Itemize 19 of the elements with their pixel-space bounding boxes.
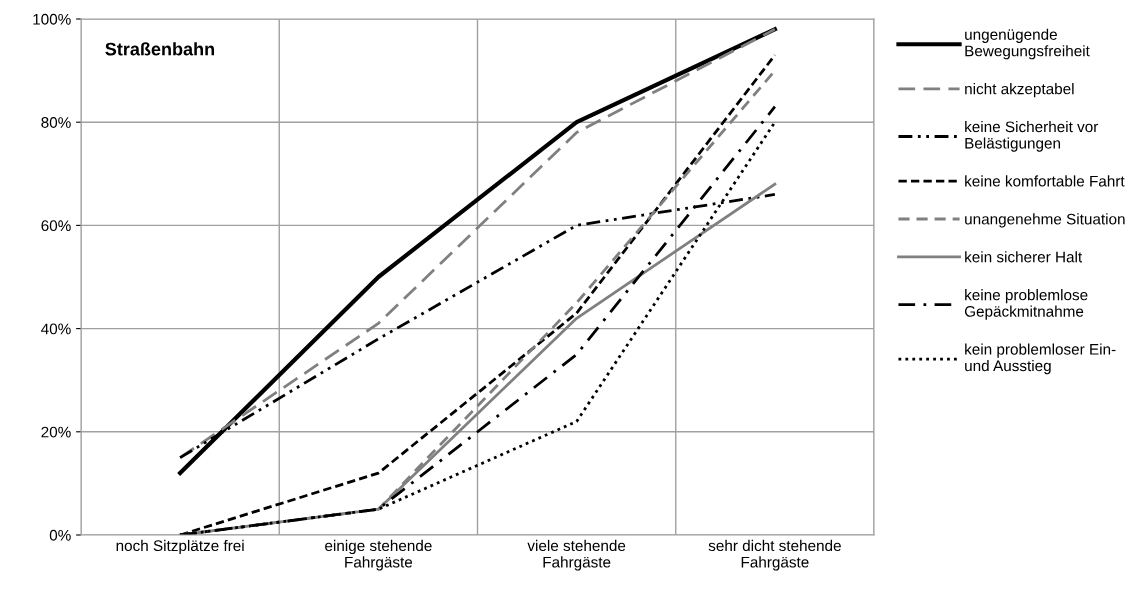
y-tick-label: 0% [49, 529, 71, 541]
x-tick-label: viele stehende Fahrgäste [527, 539, 626, 571]
legend-label: keine komfortable Fahrt [965, 175, 1125, 187]
x-tick-label: sehr dicht stehende Fahrgäste [708, 539, 841, 571]
y-tick-label: 40% [41, 323, 71, 335]
x-tick-label: einige stehende Fahrgäste [325, 539, 432, 571]
legend-label: kein problemloser Ein- und Ausstieg [965, 343, 1116, 375]
legend-label: kein sicherer Halt [965, 251, 1083, 263]
y-tick-label: 60% [41, 220, 71, 232]
y-tick-label: 100% [33, 13, 71, 25]
legend-label: unangenehme Situation [965, 213, 1125, 228]
y-tick-label: 20% [41, 426, 71, 438]
legend-label: keine Sicherheit vor Belästigungen [965, 120, 1099, 152]
y-tick-label: 80% [41, 117, 71, 128]
legend-label: keine problemlose Gepäckmitnahme [964, 289, 1088, 320]
x-tick-label: noch Sitzplätze frei [116, 539, 244, 555]
legend-label: nicht akzeptabel [965, 83, 1074, 98]
text: Straßenbahn [105, 42, 215, 56]
legend-label: ungenügende Bewegungsfreiheit [965, 28, 1090, 60]
